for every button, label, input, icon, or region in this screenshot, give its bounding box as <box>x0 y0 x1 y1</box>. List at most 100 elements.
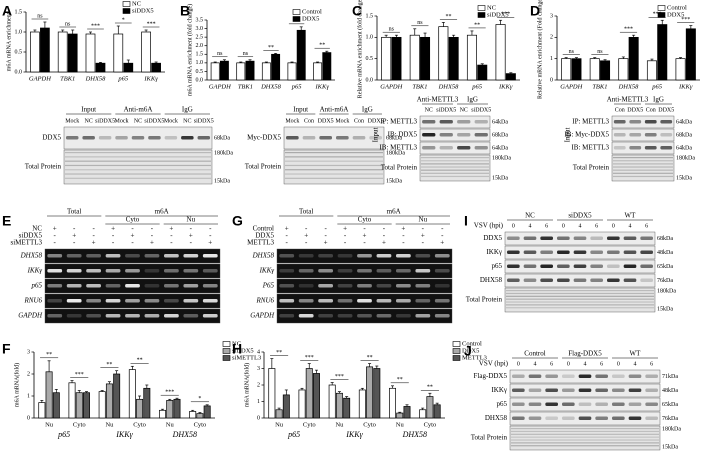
legend-swatch <box>477 12 486 18</box>
lane-label: DDX5 <box>658 107 674 113</box>
band <box>457 133 471 137</box>
band <box>279 284 295 288</box>
sign: - <box>73 239 76 247</box>
sign: + <box>363 232 367 240</box>
band <box>523 250 537 254</box>
bar <box>136 398 144 419</box>
x-tick-label: Cyto <box>73 421 86 428</box>
x-tick-label: IKKγ <box>678 83 693 90</box>
bar <box>52 392 60 419</box>
band <box>623 236 637 240</box>
y-tick-label: 1.0 <box>366 35 374 41</box>
band <box>578 402 592 406</box>
y-tick-label: 2 <box>257 382 260 388</box>
protein-stripe <box>65 177 211 179</box>
band <box>595 402 608 406</box>
gel-header: IgG <box>467 96 478 104</box>
y-tick-label: 0.0 <box>15 69 23 75</box>
band <box>415 269 431 273</box>
sign: - <box>324 225 327 233</box>
lane-label: Mock <box>164 118 178 124</box>
band <box>644 120 657 124</box>
y-tick-label: 0 <box>27 415 30 421</box>
sign: - <box>383 232 386 240</box>
band <box>434 314 450 318</box>
bar <box>448 36 459 81</box>
group-label: DHX58 <box>402 430 427 439</box>
bar <box>196 413 204 419</box>
bar <box>83 392 90 419</box>
y-tick-label: 0.5 <box>15 49 23 55</box>
sign: + <box>208 239 212 247</box>
y-tick-label: 3 <box>27 349 30 355</box>
sign: + <box>421 232 425 240</box>
protein-stripe <box>511 442 659 444</box>
protein-stripe <box>511 430 659 433</box>
significance-label: *** <box>165 390 174 396</box>
protein-stripe <box>511 428 659 430</box>
band <box>47 254 63 258</box>
band <box>86 284 101 288</box>
panel-letter: A <box>2 3 12 19</box>
row-label: DDX5 <box>42 134 61 142</box>
sign: + <box>111 225 115 233</box>
x-tick-label: Nu <box>335 421 344 428</box>
bar <box>261 62 271 81</box>
bar <box>618 58 629 81</box>
lane-label: Mock <box>285 118 299 124</box>
sign: - <box>112 232 115 240</box>
sign: - <box>383 225 386 233</box>
band <box>105 269 121 273</box>
size-marker: 15kDa <box>662 444 678 450</box>
size-marker: 180kDa <box>676 155 695 161</box>
x-tick-label: Cyto <box>133 421 146 428</box>
lane-label: siDDX5 <box>144 118 164 124</box>
significance-label: ** <box>474 22 480 28</box>
gel-header: Total <box>67 208 81 216</box>
legend-swatch <box>657 12 666 18</box>
gel-header: Anti-METTL3 <box>607 96 649 104</box>
panel-letter: E <box>2 213 11 229</box>
bar <box>589 58 600 81</box>
sign: + <box>150 239 154 247</box>
row-label: IP: METTL3 <box>380 118 417 126</box>
bar <box>275 409 283 419</box>
band <box>422 133 436 137</box>
group-label: IKKγ <box>115 430 133 439</box>
band <box>415 284 431 288</box>
significance-label: ns <box>417 20 423 26</box>
size-marker: 68kDa <box>492 132 508 138</box>
size-marker: 48kDa <box>657 250 673 256</box>
lane-label: DDX5 <box>368 118 384 124</box>
gel-header: Nu <box>187 216 196 224</box>
y-tick-label: 0 <box>257 415 260 421</box>
legend-label: Control <box>667 4 687 11</box>
size-marker: 64kDa <box>676 119 692 125</box>
band <box>396 269 411 273</box>
gel-header: IgG <box>182 106 193 114</box>
bar <box>628 36 639 81</box>
bar <box>322 52 332 81</box>
bar <box>419 409 427 419</box>
lane-label: 4 <box>534 361 537 367</box>
sign: + <box>440 239 444 247</box>
band <box>434 284 450 288</box>
band <box>607 236 620 240</box>
protein-stripe <box>613 157 673 159</box>
bar <box>298 389 306 419</box>
y-axis-label: Relative mRNA enrichment (fold change) <box>356 0 363 98</box>
condition-label: NC <box>32 225 42 233</box>
gel-background <box>611 115 675 129</box>
protein-stripe <box>613 175 673 178</box>
sign: + <box>92 239 96 247</box>
band <box>337 284 353 288</box>
band <box>337 254 353 258</box>
bar <box>268 368 276 419</box>
lane-label: Con <box>646 107 656 113</box>
x-tick-label: TBK1 <box>238 83 253 90</box>
bar <box>123 62 134 73</box>
band <box>396 284 411 288</box>
band <box>644 146 657 150</box>
gel-header: Anti-METTL3 <box>417 96 459 104</box>
significance-label: ns <box>569 49 575 55</box>
